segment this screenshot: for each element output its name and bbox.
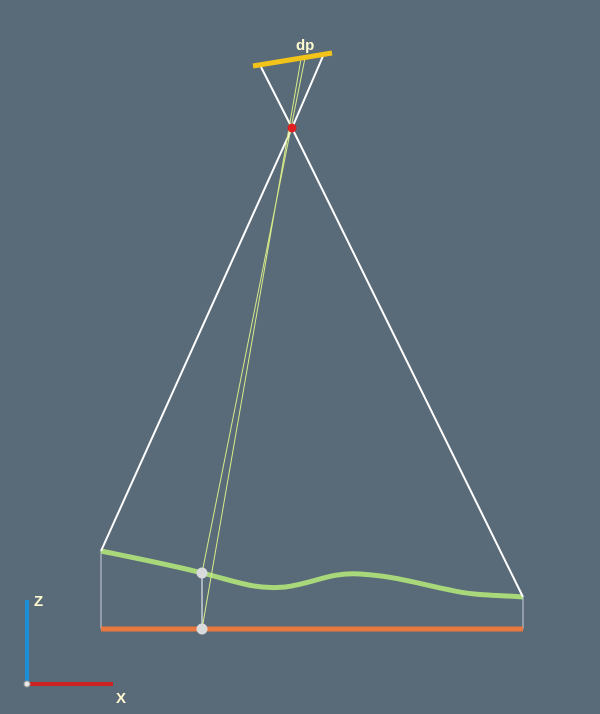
right-ray xyxy=(260,66,524,598)
source-point xyxy=(287,123,297,133)
x-axis-label: X xyxy=(116,690,126,707)
z-axis-label: Z xyxy=(34,593,43,610)
thin-ray-baseline xyxy=(201,58,302,630)
detector-label: dp xyxy=(296,37,314,54)
surface-point xyxy=(196,567,208,579)
detector-bar xyxy=(252,50,333,69)
baseline-point xyxy=(196,623,208,635)
axis-origin xyxy=(23,680,31,688)
thin-ray-surface xyxy=(201,57,306,574)
surface-curve xyxy=(100,548,524,600)
